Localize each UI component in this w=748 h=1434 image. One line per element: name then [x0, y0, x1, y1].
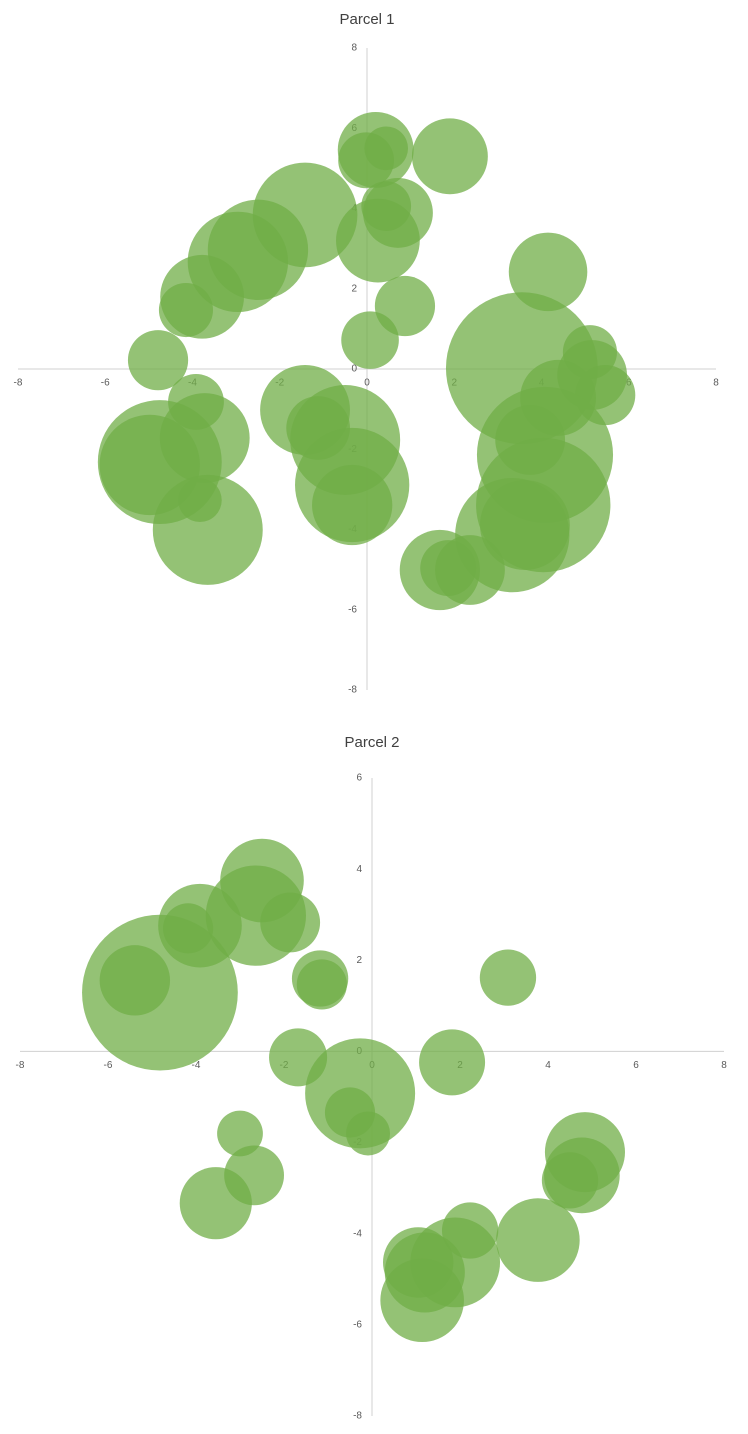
y-tick-label: 2 — [356, 955, 362, 966]
bubble — [419, 1029, 486, 1096]
bubble — [179, 1167, 252, 1240]
bubble — [158, 282, 214, 338]
bubble — [508, 232, 588, 312]
chart-title: Parcel 1 — [339, 11, 394, 28]
y-tick-label: -8 — [348, 685, 357, 696]
bubble — [420, 540, 477, 596]
bubble — [152, 474, 263, 585]
bubble — [336, 198, 420, 283]
y-tick-label: 4 — [356, 864, 362, 875]
y-tick-label: 6 — [356, 773, 362, 784]
bubble — [346, 1111, 391, 1156]
y-tick-label: 8 — [351, 43, 357, 54]
bubble — [341, 311, 399, 369]
bubble — [99, 945, 171, 1016]
x-tick-label: 4 — [545, 1060, 551, 1071]
bubble — [312, 464, 393, 546]
bubble — [479, 480, 570, 571]
y-tick-label: -4 — [353, 1228, 362, 1239]
bubble — [127, 330, 189, 391]
x-tick-label: -8 — [14, 378, 23, 389]
bubble — [260, 892, 321, 953]
bubble — [411, 118, 488, 195]
x-tick-label: 8 — [721, 1060, 727, 1071]
bubble — [479, 949, 537, 1006]
y-tick-label: 2 — [351, 283, 357, 294]
x-tick-label: -8 — [16, 1060, 25, 1071]
x-tick-label: 8 — [713, 378, 719, 389]
bubble — [496, 1198, 580, 1282]
bubble — [364, 126, 409, 171]
bubble — [383, 1227, 454, 1298]
chart-title: Parcel 2 — [344, 734, 399, 751]
bubble — [541, 1152, 599, 1209]
y-tick-label: -8 — [353, 1411, 362, 1422]
y-tick-label: -6 — [353, 1319, 362, 1330]
x-tick-label: 6 — [633, 1060, 639, 1071]
x-tick-label: 0 — [364, 378, 370, 389]
y-tick-label: -6 — [348, 604, 357, 615]
bubble — [296, 959, 347, 1010]
bubble — [217, 1110, 263, 1157]
x-tick-label: -6 — [104, 1060, 113, 1071]
x-tick-label: -4 — [192, 1060, 201, 1071]
y-tick-label: 0 — [351, 364, 357, 375]
x-tick-label: -6 — [101, 378, 110, 389]
